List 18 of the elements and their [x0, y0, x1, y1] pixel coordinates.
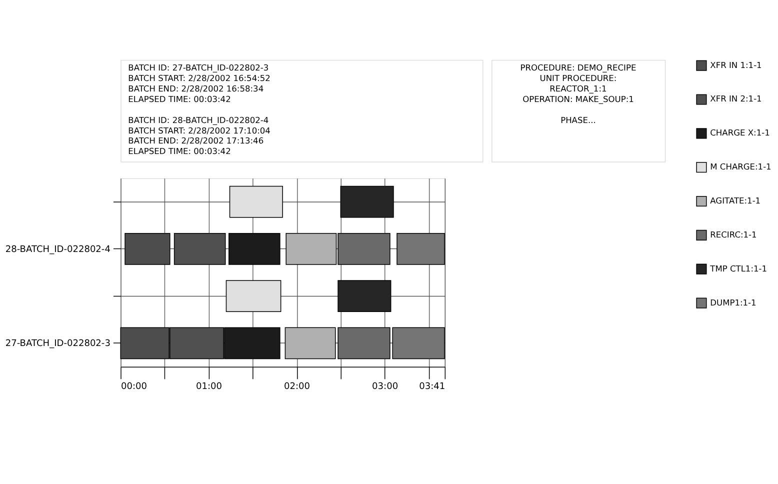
legend-label: TMP CTL1:1-1 — [709, 263, 768, 274]
legend-label: AGITATE:1-1 — [710, 196, 761, 206]
x-tick-label: 02:00 — [284, 382, 310, 392]
text: BATCH ID: 28-BATCH_ID-022802-4 BATCH START: 2/28/2002 17:10:04 BATCH END: 2/28/2002 17:13:46 ELAPSED TIME: 00:03:42 — [128, 114, 270, 156]
legend-label: XFR IN 2:1-1 — [710, 94, 762, 104]
y-tick-label: 28-BATCH_ID-022802-4 — [5, 244, 111, 255]
legend-label: RECIRC:1-1 — [710, 229, 757, 240]
text: PROCEDURE: DEMO_RECIPE UNIT PROCEDURE: REACTOR_1:1 OPERATION: MAKE_SOUP:1 PHASE... — [520, 62, 636, 125]
x-tick-label: 01:00 — [196, 382, 222, 392]
x-tick-label: 03:00 — [372, 382, 398, 392]
x-tick-label: 00:00 — [120, 382, 148, 392]
x-tick-label: 03:41 — [419, 382, 446, 392]
text: BATCH ID: 27-BATCH_ID-022802-3 BATCH START: 2/28/2002 16:54:52 BATCH END: 2/28/2002 16:58:34 ELAPSED TIME: 00:03:42 — [128, 62, 270, 104]
legend-label: DUMP1:1-1 — [710, 297, 756, 308]
legend-label: M CHARGE:1-1 — [710, 162, 772, 172]
y-tick-label: 27-BATCH_ID-022802-3 — [5, 339, 111, 350]
legend-label: CHARGE X:1-1 — [710, 128, 770, 138]
legend-label: XFR IN 1:1-1 — [710, 60, 762, 70]
